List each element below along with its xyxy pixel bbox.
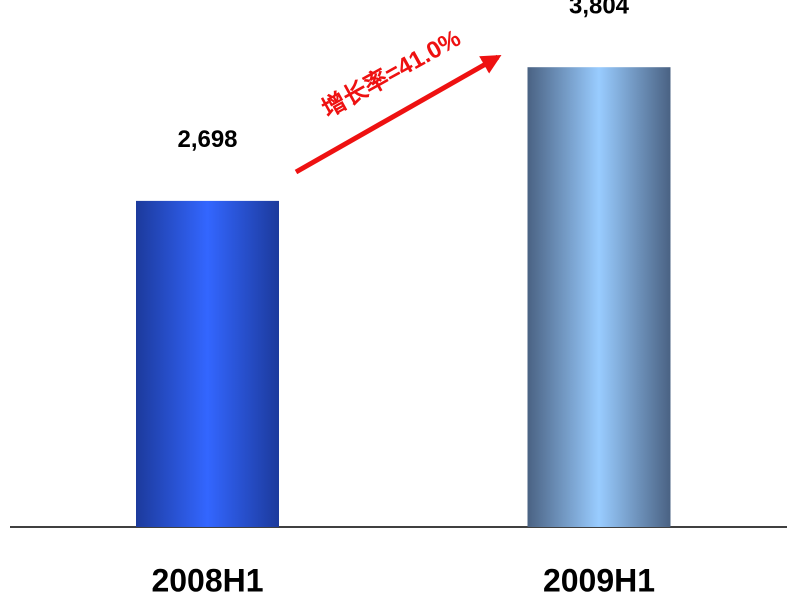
bar — [527, 67, 671, 527]
x-tick-label: 2009H1 — [543, 562, 655, 598]
annotation: 增长率=41.0% — [317, 24, 465, 123]
x-tick-label: 2008H1 — [151, 562, 263, 598]
value-label: 2,698 — [177, 126, 237, 153]
value-label: 3,804 — [569, 0, 630, 20]
bar — [136, 200, 279, 527]
growth-arrow — [294, 54, 502, 175]
